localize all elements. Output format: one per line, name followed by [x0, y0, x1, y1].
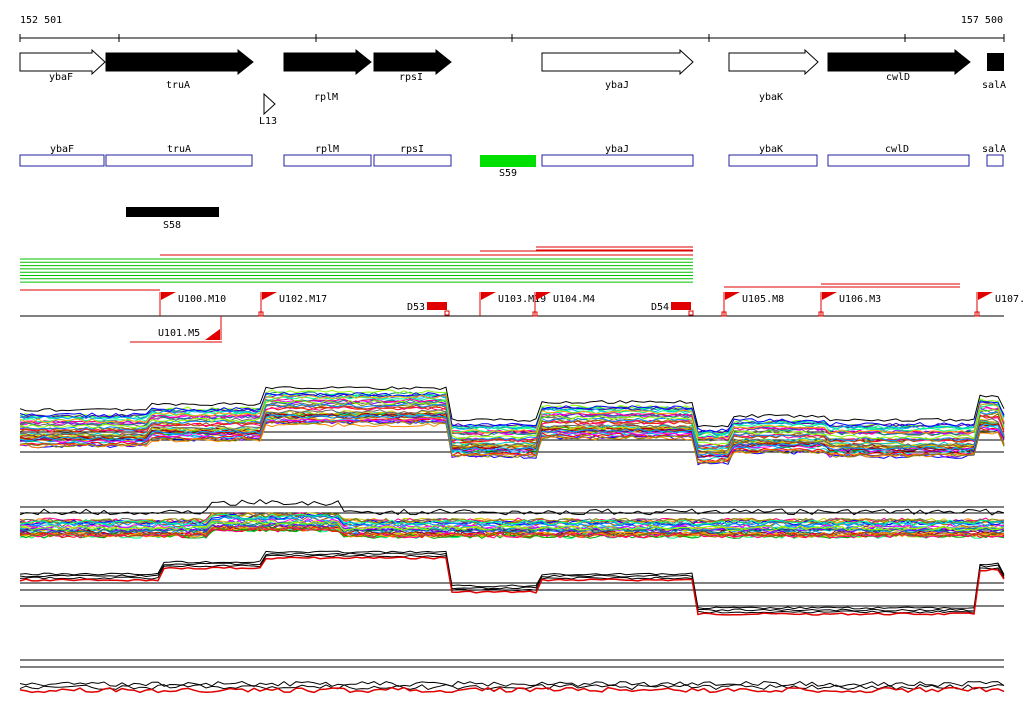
marker-label: U104.M4: [553, 294, 595, 305]
signal-profile-line: [19, 686, 1005, 694]
gene-ybaJ[interactable]: ybaJ: [541, 48, 694, 91]
marker-label: U100.M10: [178, 294, 226, 305]
signal-profile-line: [19, 513, 1005, 526]
annotation-label: salA: [982, 144, 1006, 155]
annotation-box-salA[interactable]: salA: [982, 144, 1006, 167]
marker-label: U105.M8: [742, 294, 784, 305]
gene-label: ybaJ: [605, 80, 629, 91]
marker-U102.M17[interactable]: U102.M17: [258, 292, 327, 317]
read-lines-track: [20, 246, 960, 288]
annotation-label: rplM: [315, 144, 339, 155]
signal-profile-line: [19, 420, 1005, 464]
signal-tracks: [19, 386, 1005, 694]
signal-profile-line: [19, 521, 1005, 534]
feature-L13[interactable]: L13: [259, 92, 277, 127]
signal-profile-line: [19, 498, 1005, 516]
coordinate-ruler: 152 501 157 500: [19, 15, 1005, 42]
signal-profile-line: [19, 550, 1005, 610]
annotation-box-rplM[interactable]: rplM: [283, 144, 372, 167]
gene-label: rplM: [314, 92, 338, 103]
marker-label: D54: [651, 302, 669, 313]
signal-profile-line: [20, 393, 1005, 434]
marker-U106.M3[interactable]: U106.M3: [818, 292, 881, 317]
signal-profile-line: [19, 414, 1005, 457]
marker-U100.M10[interactable]: U100.M10: [20, 289, 226, 316]
gene-rplM[interactable]: rplM: [283, 48, 372, 103]
marker-label: U101.M5: [158, 328, 200, 339]
signal-profile-line: [20, 511, 1005, 524]
gene-label: truA: [166, 80, 190, 91]
signal-profile-line: [19, 394, 1005, 440]
annotation-track: ybaF truA rplM rpsI ybaJ ybaK cwlD salA: [19, 144, 1006, 167]
annotation-label: cwlD: [885, 144, 909, 155]
marker-D53[interactable]: D53: [407, 302, 450, 316]
ruler-start-label: 152 501: [20, 15, 62, 26]
signal-profile-line: [19, 394, 1005, 436]
signal-profile-line: [19, 422, 1005, 464]
signal-profile-line: [19, 525, 1005, 538]
segment-S59[interactable]: S59: [480, 155, 536, 179]
feature-label: L13: [259, 116, 277, 127]
signal-profile-line: [19, 552, 1005, 612]
gene-truA[interactable]: truA: [105, 48, 254, 91]
gene-label: salA: [982, 80, 1006, 91]
gene-ybaK[interactable]: ybaK: [728, 48, 819, 103]
signal-profile-line: [19, 403, 1005, 448]
annotation-label: ybaK: [759, 144, 783, 155]
gene-label: cwlD: [886, 72, 910, 83]
marker-label: U107.: [995, 294, 1024, 305]
signal-profile-line: [19, 410, 1005, 455]
ruler-ticks: [19, 34, 1005, 42]
signal-profile-line: [19, 386, 1005, 428]
marker-D54[interactable]: D54: [651, 302, 694, 316]
marker-label: U103.M19: [498, 294, 546, 305]
ruler-end-label: 157 500: [961, 15, 1003, 26]
annotation-box-cwlD[interactable]: cwlD: [827, 144, 970, 167]
marker-U104.M4[interactable]: U104.M4: [532, 292, 595, 317]
annotation-label: rpsI: [400, 144, 424, 155]
signal-profile-line: [19, 522, 1005, 534]
gene-label: ybaF: [49, 72, 73, 83]
segment-label: S59: [499, 168, 517, 179]
annotation-box-rpsI[interactable]: rpsI: [373, 144, 452, 167]
gene-label: ybaK: [759, 92, 783, 103]
marker-U105.M8[interactable]: U105.M8: [721, 292, 784, 317]
signal-profile-line: [19, 519, 1005, 532]
signal-profile-line: [19, 411, 1005, 451]
gene-track: ybaF truA rplM rpsI ybaJ ybaK cwlD salA: [19, 48, 1006, 127]
annotation-label: ybaJ: [605, 144, 629, 155]
annotation-box-ybaF[interactable]: ybaF: [19, 144, 105, 167]
signal-profile-line: [19, 392, 1005, 433]
gene-label: rpsI: [399, 72, 423, 83]
signal-profile-line: [19, 409, 1005, 454]
marker-U107[interactable]: U107.: [974, 292, 1024, 317]
annotation-label: truA: [167, 144, 191, 155]
marker-U101.M5[interactable]: U101.M5: [130, 316, 222, 343]
signal-profile-line: [19, 683, 1005, 691]
marker-track: U100.M10 U102.M17 D53 U103.M19 U104.M4: [20, 289, 1024, 343]
gene-rpsI[interactable]: rpsI: [373, 48, 452, 83]
marker-label: U102.M17: [279, 294, 327, 305]
signal-profile-line: [19, 399, 1005, 442]
signal-profile-line: [19, 680, 1005, 688]
marker-U103.M19[interactable]: U103.M19: [479, 292, 546, 316]
signal-profile-line: [19, 554, 1005, 614]
signal-profile-line: [19, 399, 1005, 446]
segment-label: S58: [163, 220, 181, 231]
signal-profile-line: [19, 556, 1005, 616]
annotation-box-ybaK[interactable]: ybaK: [728, 144, 818, 167]
signal-profile-line: [19, 525, 1005, 538]
segment-S58[interactable]: S58: [126, 207, 219, 231]
marker-label: U106.M3: [839, 294, 881, 305]
annotation-box-ybaJ[interactable]: ybaJ: [541, 144, 694, 167]
gene-cwlD[interactable]: cwlD: [827, 48, 971, 83]
marker-label: D53: [407, 302, 425, 313]
annotation-label: ybaF: [50, 144, 74, 155]
gene-salA[interactable]: salA: [982, 53, 1006, 91]
gene-ybaF[interactable]: ybaF: [19, 48, 106, 83]
annotation-box-truA[interactable]: truA: [105, 144, 253, 167]
